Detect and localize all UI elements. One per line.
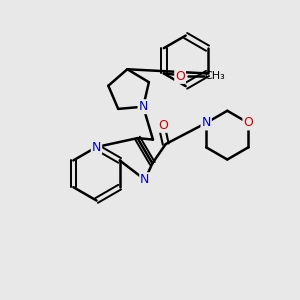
Text: O: O: [243, 116, 253, 130]
Text: O: O: [175, 70, 185, 83]
Text: O: O: [158, 119, 168, 132]
Text: N: N: [92, 140, 101, 154]
Text: N: N: [140, 173, 150, 186]
Text: CH₃: CH₃: [205, 71, 225, 81]
Text: N: N: [139, 100, 148, 113]
Text: N: N: [202, 116, 211, 130]
